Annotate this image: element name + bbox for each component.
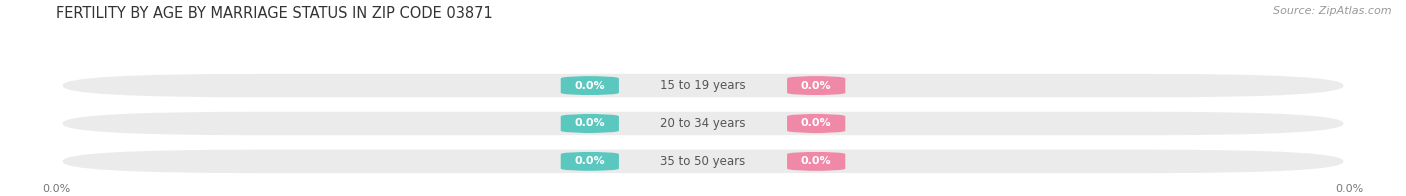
FancyBboxPatch shape [787, 152, 845, 171]
Text: 35 to 50 years: 35 to 50 years [661, 155, 745, 168]
FancyBboxPatch shape [561, 152, 619, 171]
FancyBboxPatch shape [63, 112, 1343, 135]
FancyBboxPatch shape [63, 150, 1343, 173]
Text: 20 to 34 years: 20 to 34 years [661, 117, 745, 130]
Text: Source: ZipAtlas.com: Source: ZipAtlas.com [1274, 6, 1392, 16]
Text: FERTILITY BY AGE BY MARRIAGE STATUS IN ZIP CODE 03871: FERTILITY BY AGE BY MARRIAGE STATUS IN Z… [56, 6, 494, 21]
FancyBboxPatch shape [561, 114, 619, 133]
Text: 0.0%: 0.0% [801, 81, 831, 91]
Text: 0.0%: 0.0% [575, 118, 605, 129]
Text: 15 to 19 years: 15 to 19 years [661, 79, 745, 92]
Text: 0.0%: 0.0% [575, 156, 605, 166]
Text: 0.0%: 0.0% [801, 156, 831, 166]
Text: 0.0%: 0.0% [801, 118, 831, 129]
FancyBboxPatch shape [787, 114, 845, 133]
FancyBboxPatch shape [561, 76, 619, 95]
Text: 0.0%: 0.0% [575, 81, 605, 91]
FancyBboxPatch shape [787, 76, 845, 95]
FancyBboxPatch shape [63, 74, 1343, 97]
